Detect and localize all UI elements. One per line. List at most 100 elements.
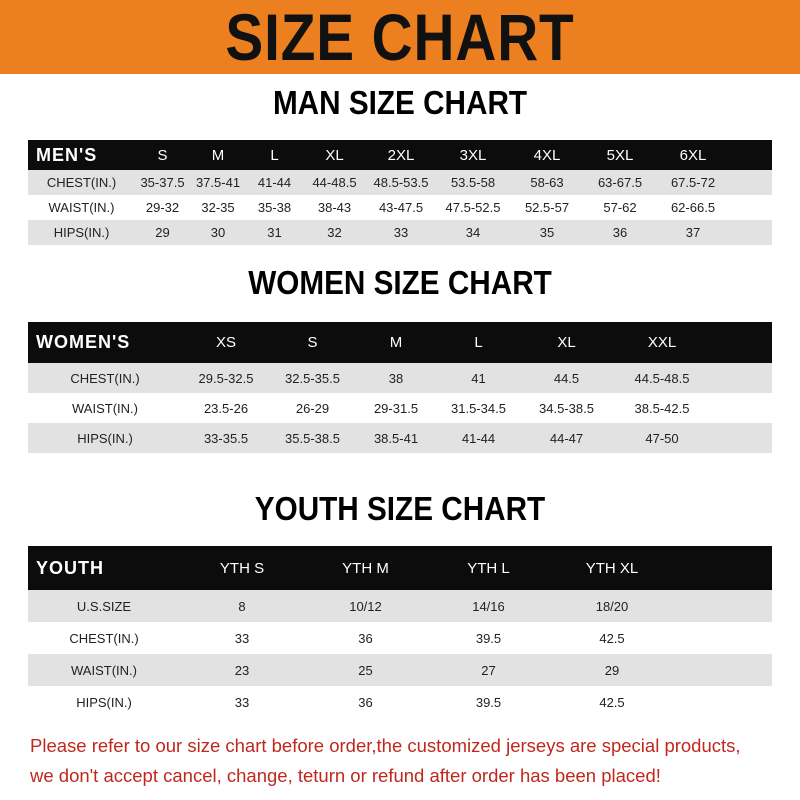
measurement-cell: 41: [437, 363, 520, 393]
size-header-cell: XXL: [613, 322, 711, 363]
size-header-cell: YTH L: [427, 546, 550, 590]
measurement-cell: 14/16: [427, 590, 550, 622]
measurement-cell: 37: [656, 220, 730, 245]
measurement-cell: 31: [246, 220, 303, 245]
measurement-cell: 47.5-52.5: [436, 195, 510, 220]
measurement-cell: 35-37.5: [135, 170, 190, 195]
measurement-cell: 33-35.5: [182, 423, 270, 453]
table-row: HIPS(IN.) 33 36 39.5 42.5: [28, 686, 772, 718]
table-row: U.S.SIZE 8 10/12 14/16 18/20: [28, 590, 772, 622]
measurement-cell: 27: [427, 654, 550, 686]
size-header-cell: S: [135, 140, 190, 170]
measurement-cell: 32-35: [190, 195, 246, 220]
table-row: WAIST(IN.) 23 25 27 29: [28, 654, 772, 686]
measurement-cell: 36: [304, 622, 427, 654]
youth-section-title: YOUTH SIZE CHART: [254, 490, 546, 527]
measurement-cell: 29.5-32.5: [182, 363, 270, 393]
measurement-cell: 52.5-57: [510, 195, 584, 220]
filler-cell: [711, 322, 772, 363]
row-label: CHEST(IN.): [28, 622, 180, 654]
measurement-cell: 41-44: [437, 423, 520, 453]
measurement-cell: 44.5-48.5: [613, 363, 711, 393]
measurement-cell: 23: [180, 654, 304, 686]
filler-cell: [730, 140, 772, 170]
measurement-cell: 32: [303, 220, 366, 245]
size-header-cell: L: [246, 140, 303, 170]
women-size-table: WOMEN'S XS S M L XL XXL CHEST(IN.) 29.5-32.5 32.5…: [28, 322, 772, 453]
measurement-cell: 35-38: [246, 195, 303, 220]
filler-cell: [674, 654, 772, 686]
filler-cell: [674, 686, 772, 718]
size-header-cell: YTH S: [180, 546, 304, 590]
measurement-cell: 48.5-53.5: [366, 170, 436, 195]
table-title-cell: YOUTH: [28, 546, 180, 590]
row-label: HIPS(IN.): [28, 220, 135, 245]
measurement-cell: 38: [355, 363, 437, 393]
measurement-cell: 58-63: [510, 170, 584, 195]
size-header-cell: M: [355, 322, 437, 363]
women-section-title: WOMEN SIZE CHART: [248, 264, 552, 301]
size-header-cell: L: [437, 322, 520, 363]
measurement-cell: 44-48.5: [303, 170, 366, 195]
measurement-cell: 36: [304, 686, 427, 718]
measurement-cell: 37.5-41: [190, 170, 246, 195]
measurement-cell: 39.5: [427, 686, 550, 718]
filler-cell: [730, 170, 772, 195]
row-label: HIPS(IN.): [28, 423, 182, 453]
measurement-cell: 26-29: [270, 393, 355, 423]
row-label: WAIST(IN.): [28, 195, 135, 220]
measurement-cell: 10/12: [304, 590, 427, 622]
measurement-cell: 36: [584, 220, 656, 245]
measurement-cell: 31.5-34.5: [437, 393, 520, 423]
row-label: U.S.SIZE: [28, 590, 180, 622]
measurement-cell: 67.5-72: [656, 170, 730, 195]
size-header-cell: 4XL: [510, 140, 584, 170]
men-size-table: MEN'S S M L XL 2XL 3XL 4XL 5XL 6XL CHEST(IN.) 35-37…: [28, 140, 772, 245]
measurement-cell: 44.5: [520, 363, 613, 393]
measurement-cell: 57-62: [584, 195, 656, 220]
size-header-cell: 3XL: [436, 140, 510, 170]
measurement-cell: 35: [510, 220, 584, 245]
table-row: CHEST(IN.) 35-37.5 37.5-41 41-44 44-48.5 48.5…: [28, 170, 772, 195]
table-header-row: MEN'S S M L XL 2XL 3XL 4XL 5XL 6XL: [28, 140, 772, 170]
measurement-cell: 23.5-26: [182, 393, 270, 423]
measurement-cell: 41-44: [246, 170, 303, 195]
size-header-cell: S: [270, 322, 355, 363]
filler-cell: [674, 622, 772, 654]
measurement-cell: 38.5-41: [355, 423, 437, 453]
measurement-cell: 29-32: [135, 195, 190, 220]
measurement-cell: 29-31.5: [355, 393, 437, 423]
table-row: WAIST(IN.) 29-32 32-35 35-38 38-43 43-47.5 47.…: [28, 195, 772, 220]
size-header-cell: YTH M: [304, 546, 427, 590]
table-header-row: YOUTH YTH S YTH M YTH L YTH XL: [28, 546, 772, 590]
footer-notice-line-2: we don't accept cancel, change, teturn o…: [30, 765, 661, 786]
measurement-cell: 39.5: [427, 622, 550, 654]
table-row: CHEST(IN.) 33 36 39.5 42.5: [28, 622, 772, 654]
filler-cell: [674, 590, 772, 622]
measurement-cell: 29: [135, 220, 190, 245]
size-header-cell: 2XL: [366, 140, 436, 170]
filler-cell: [711, 423, 772, 453]
measurement-cell: 30: [190, 220, 246, 245]
size-header-cell: XS: [182, 322, 270, 363]
size-header-cell: XL: [303, 140, 366, 170]
footer-notice-line-1: Please refer to our size chart before or…: [30, 735, 741, 756]
table-row: HIPS(IN.) 33-35.5 35.5-38.5 38.5-41 41-44 44-…: [28, 423, 772, 453]
table-row: CHEST(IN.) 29.5-32.5 32.5-35.5 38 41 44.5 44.5…: [28, 363, 772, 393]
banner: SIZE CHART: [0, 0, 800, 74]
measurement-cell: 38.5-42.5: [613, 393, 711, 423]
measurement-cell: 25: [304, 654, 427, 686]
measurement-cell: 33: [180, 622, 304, 654]
measurement-cell: 63-67.5: [584, 170, 656, 195]
measurement-cell: 29: [550, 654, 674, 686]
size-header-cell: XL: [520, 322, 613, 363]
men-section-title: MAN SIZE CHART: [272, 84, 528, 121]
size-header-cell: 6XL: [656, 140, 730, 170]
measurement-cell: 38-43: [303, 195, 366, 220]
measurement-cell: 43-47.5: [366, 195, 436, 220]
measurement-cell: 33: [180, 686, 304, 718]
measurement-cell: 62-66.5: [656, 195, 730, 220]
measurement-cell: 8: [180, 590, 304, 622]
row-label: CHEST(IN.): [28, 170, 135, 195]
